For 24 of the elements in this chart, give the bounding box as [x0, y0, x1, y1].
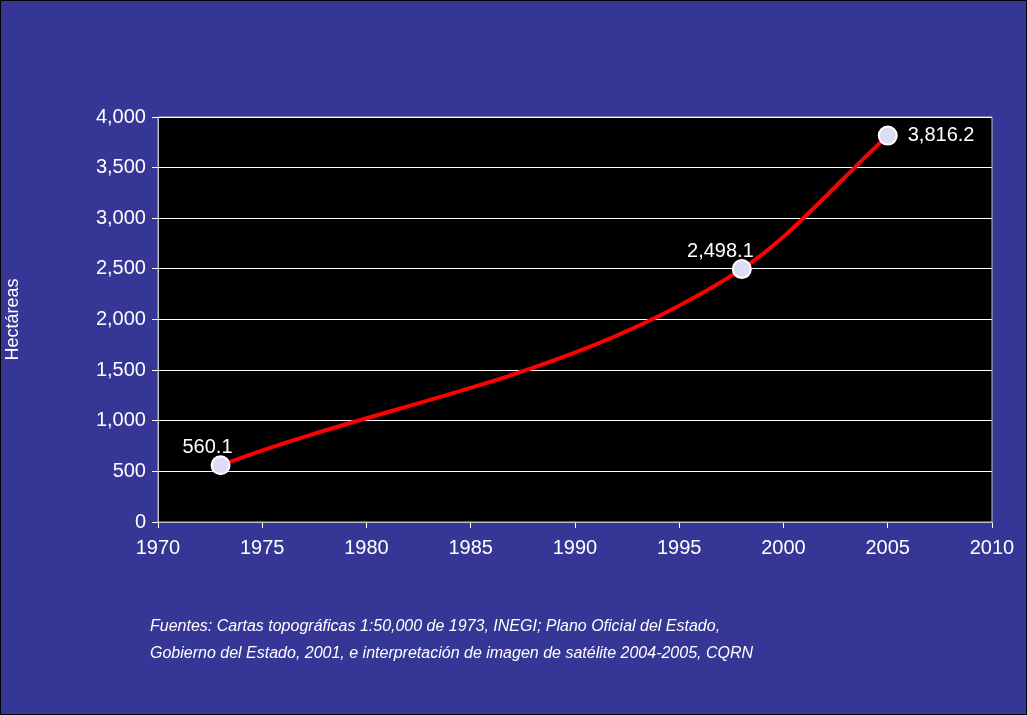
- x-tick-label: 1990: [552, 535, 598, 558]
- data-label: 560.1: [182, 434, 233, 457]
- x-tick-label: 1995: [657, 535, 702, 558]
- x-tick-label: 2005: [865, 535, 910, 558]
- y-tick-label: 2,000: [95, 307, 146, 330]
- y-tick-label: 3,500: [95, 155, 146, 178]
- x-tick-label: 1985: [448, 535, 493, 558]
- y-tick-label: 0: [134, 509, 146, 532]
- y-axis-title: Hectáreas: [1, 278, 22, 361]
- x-tick-label: 1980: [344, 535, 389, 558]
- y-tick-label: 4,000: [95, 104, 146, 127]
- y-tick-label: 1,000: [95, 408, 146, 431]
- y-tick-label: 3,000: [95, 205, 146, 228]
- x-tick-label: 2010: [969, 535, 1015, 558]
- y-tick-label: 1,500: [95, 357, 146, 380]
- y-tick-label: 2,500: [95, 256, 146, 279]
- data-label: 2,498.1: [687, 238, 754, 261]
- y-tick-label: 500: [112, 458, 146, 481]
- x-tick-label: 2000: [761, 535, 806, 558]
- x-tick-label: 1970: [135, 535, 181, 558]
- text: Gobierno del Estado, 2001, e interpretación de imagen de satélite 2004-2005, CQRN: [150, 644, 754, 661]
- source-note: Fuentes: Cartas topográficas 1:50,000 de 1973, INEGI; Plano Oficial del Estado,: [150, 617, 721, 634]
- data-label: 3,816.2: [907, 123, 975, 146]
- x-tick-label: 1975: [240, 535, 285, 558]
